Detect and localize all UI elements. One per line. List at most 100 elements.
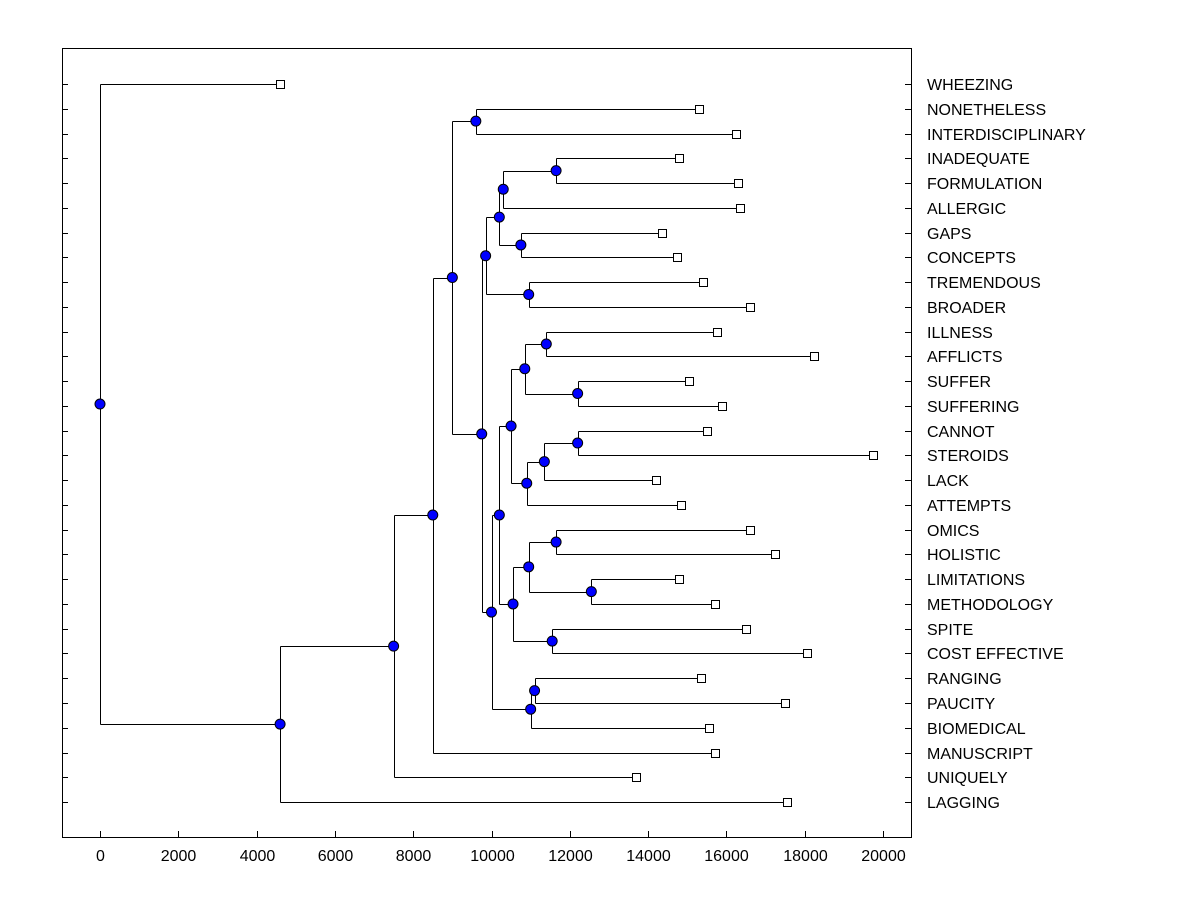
x-tick-label: 20000 (861, 848, 906, 865)
x-tick-label: 18000 (783, 848, 828, 865)
leaf-label: UNIQUELY (927, 770, 1008, 787)
merge-node-marker (572, 388, 584, 399)
leaf-marker (734, 179, 743, 188)
x-tick-label: 10000 (470, 848, 515, 865)
plot-frame (62, 48, 912, 838)
merge-node-marker (480, 250, 492, 262)
leaf-marker (711, 600, 720, 609)
dendrogram-edges (100, 84, 874, 803)
leaf-label: ALLERGIC (927, 201, 1006, 218)
leaf-marker (699, 278, 708, 287)
merge-node-marker (388, 640, 400, 652)
leaf-marker (705, 724, 714, 733)
leaf-label: ATTEMPTS (927, 498, 1011, 515)
merge-node-marker (476, 428, 488, 440)
merge-node-marker (521, 477, 533, 489)
leaf-marker (703, 427, 712, 436)
leaf-label: MANUSCRIPT (927, 746, 1033, 763)
x-tick-label: 8000 (396, 848, 432, 865)
merge-node-markers (94, 115, 597, 730)
leaf-marker (810, 352, 819, 361)
merge-node-marker (546, 635, 558, 647)
merge-node-marker (540, 338, 552, 350)
leaf-label: NONETHELESS (927, 102, 1046, 119)
leaf-marker (742, 625, 751, 634)
x-tick-label: 16000 (704, 848, 749, 865)
merge-node-marker (585, 586, 597, 598)
leaf-label: WHEEZING (927, 77, 1013, 94)
leaf-label: FORMULATION (927, 176, 1042, 193)
merge-node-marker (572, 437, 584, 449)
leaf-marker (697, 674, 706, 683)
merge-node-marker (446, 272, 458, 284)
merge-node-marker (550, 536, 562, 548)
leaf-marker (803, 649, 812, 658)
leaf-marker (713, 328, 722, 337)
leaf-marker (771, 550, 780, 559)
merge-node-marker (538, 456, 550, 468)
merge-node-marker (505, 420, 517, 432)
leaf-label: INADEQUATE (927, 151, 1030, 168)
leaf-label: TREMENDOUS (927, 275, 1041, 292)
merge-node-marker (497, 183, 509, 195)
x-tick-label: 14000 (626, 848, 671, 865)
leaf-label: LIMITATIONS (927, 572, 1025, 589)
leaf-marker (783, 798, 792, 807)
leaf-label: AFFLICTS (927, 349, 1003, 366)
leaf-marker (718, 402, 727, 411)
leaf-label: GAPS (927, 226, 971, 243)
merge-node-marker (550, 165, 562, 177)
x-tick-label: 2000 (161, 848, 197, 865)
merge-node-marker (493, 211, 505, 223)
merge-node-marker (523, 288, 535, 300)
leaf-marker (711, 749, 720, 758)
merge-node-marker (523, 561, 535, 573)
leaf-marker (675, 154, 684, 163)
merge-node-marker (493, 509, 505, 521)
leaf-label: HOLISTIC (927, 547, 1001, 564)
leaf-marker (746, 303, 755, 312)
merge-node-marker (525, 703, 537, 715)
merge-node-marker (519, 363, 531, 375)
leaf-marker (732, 130, 741, 139)
merge-node-marker (427, 509, 439, 521)
leaf-label: RANGING (927, 671, 1002, 688)
x-tick-label: 6000 (318, 848, 354, 865)
x-axis: 0 2000 4000 6000 8000 10000 12000 14000 16000 180… (96, 831, 906, 865)
leaf-label: LAGGING (927, 795, 1000, 812)
merge-node-marker (507, 598, 519, 610)
leaf-label: ILLNESS (927, 325, 993, 342)
leaf-marker (869, 451, 878, 460)
leaf-label: LACK (927, 473, 969, 490)
leaf-label: BROADER (927, 300, 1006, 317)
leaf-marker (677, 501, 686, 510)
leaf-label: COST EFFECTIVE (927, 646, 1064, 663)
leaf-label: SUFFER (927, 374, 991, 391)
leaf-label: PAUCITY (927, 696, 995, 713)
x-tick-label: 12000 (548, 848, 593, 865)
leaf-label: CANNOT (927, 424, 995, 441)
leaf-marker (736, 204, 745, 213)
leaf-marker (652, 476, 661, 485)
leaf-label: STEROIDS (927, 448, 1009, 465)
leaf-label: METHODOLOGY (927, 597, 1054, 614)
y-axis-ticks (62, 84, 911, 803)
merge-node-marker (274, 718, 286, 730)
merge-node-marker (515, 239, 527, 251)
leaf-labels: WHEEZING NONETHELESS INTERDISCIPLINARY INAD… (927, 77, 1086, 812)
merge-node-marker (94, 398, 106, 410)
leaf-label: CONCEPTS (927, 250, 1016, 267)
leaf-marker (658, 229, 667, 238)
leaf-marker (673, 253, 682, 262)
leaf-marker (746, 526, 755, 535)
leaf-marker (276, 80, 285, 89)
leaf-label: OMICS (927, 523, 979, 540)
leaf-markers (276, 80, 878, 807)
leaf-marker (675, 575, 684, 584)
leaf-label: SPITE (927, 622, 973, 639)
leaf-marker (781, 699, 790, 708)
merge-node-marker (470, 115, 482, 127)
merge-node-marker (529, 685, 541, 697)
x-tick-label: 0 (96, 848, 105, 865)
